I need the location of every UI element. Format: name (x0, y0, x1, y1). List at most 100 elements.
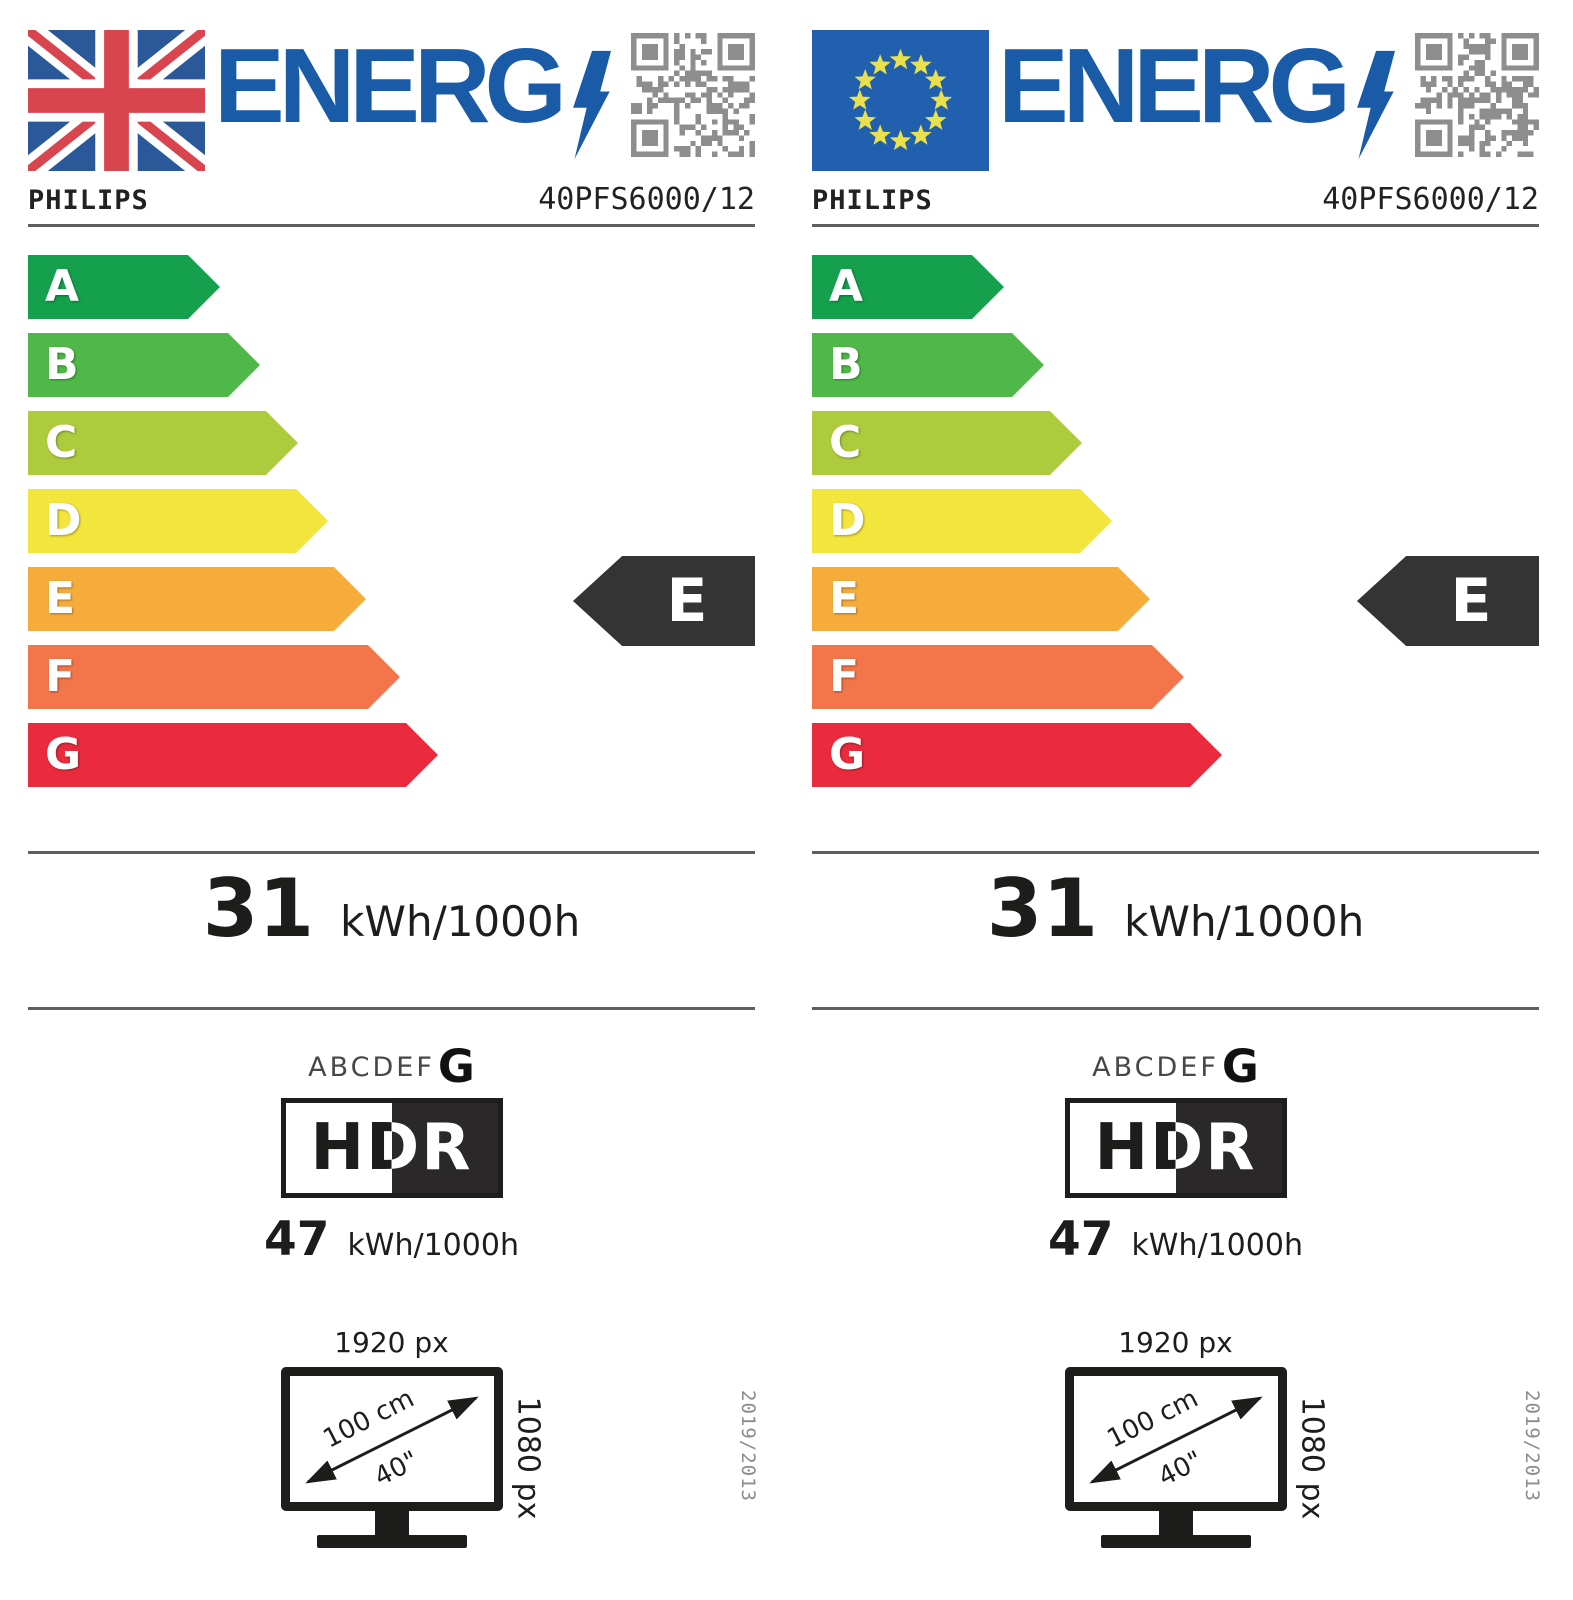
rating-cursor: E (1357, 556, 1539, 646)
energy-value: 31 (202, 862, 315, 955)
energy-label-uk: ENERG PHILIPS 40PFS6000/12 A B C D E F G… (28, 0, 759, 1600)
energy-label-eu: ENERG PHILIPS 40PFS6000/12 A B C D E F G… (812, 0, 1543, 1600)
tv-stand-base (316, 1535, 467, 1548)
diagonal-arrow-icon (304, 1396, 479, 1484)
regulation-reference: 2019/2013 (1521, 1390, 1543, 1502)
scale-bar-f: F (28, 645, 400, 709)
divider (812, 851, 1539, 854)
scale-letter: F (45, 651, 76, 702)
scale-letter: E (829, 573, 860, 624)
divider (28, 224, 755, 227)
scale-letter: D (829, 495, 866, 546)
rating-letter: E (1450, 566, 1492, 636)
hdr-logo-box: HDR HDR (1064, 1098, 1287, 1198)
scale-bar-g: G (812, 723, 1222, 787)
energ-logo: ENERG (998, 24, 1395, 162)
energy-unit: kWh/1000h (340, 897, 581, 946)
scale-bar-a: A (812, 255, 1004, 319)
scale-letter: D (45, 495, 82, 546)
eu-flag-icon (812, 30, 989, 171)
energy-consumption: 31 kWh/1000h (812, 862, 1539, 1002)
energ-logo: ENERG (214, 24, 611, 162)
screen-height-px: 1080 px (510, 1396, 546, 1519)
qr-code-icon (631, 33, 755, 157)
model-number: 40PFS6000/12 (1322, 182, 1539, 217)
energy-consumption: 31 kWh/1000h (28, 862, 755, 1002)
scale-bar-a: A (28, 255, 220, 319)
divider (28, 1007, 755, 1010)
qr-code-icon (1415, 33, 1539, 157)
scale-letter: C (829, 417, 862, 468)
scale-bar-d: D (812, 489, 1112, 553)
screen-height-px: 1080 px (1294, 1396, 1330, 1519)
hdr-energy-value: 47 (1048, 1212, 1114, 1267)
rating-scale: A B C D E F G (812, 255, 1232, 801)
scale-bar-g: G (28, 723, 438, 787)
scale-letter: A (829, 261, 864, 312)
sdr-scale-line: ABCDEFG (28, 1040, 755, 1093)
rating-letter: E (666, 566, 708, 636)
sdr-scale-selected: G (437, 1040, 475, 1093)
scale-letter: G (829, 729, 866, 780)
divider (28, 851, 755, 854)
tv-stand-base (1100, 1535, 1251, 1548)
brand-name: PHILIPS (28, 185, 149, 216)
brand-row: PHILIPS 40PFS6000/12 (28, 182, 755, 217)
hdr-energy-value: 47 (264, 1212, 330, 1267)
divider (812, 224, 1539, 227)
tv-stand-neck (1158, 1511, 1193, 1535)
diagonal-arrow-icon (1088, 1396, 1263, 1484)
energ-logo-text: ENERG (214, 27, 567, 145)
scale-letter: A (45, 261, 80, 312)
hdr-logo-text: HDR (286, 1103, 392, 1193)
lightning-bolt-icon (1357, 50, 1395, 160)
scale-bar-b: B (28, 333, 260, 397)
scale-letter: B (45, 339, 79, 390)
hdr-logo-text: HDR (310, 1111, 473, 1185)
energy-unit: kWh/1000h (1124, 897, 1365, 946)
scale-bar-b: B (812, 333, 1044, 397)
hdr-logo-box: HDR HDR (280, 1098, 503, 1198)
sdr-scale-prefix: ABCDEF (1092, 1052, 1219, 1083)
hdr-logo-text: HDR (1070, 1103, 1176, 1193)
rating-scale: A B C D E F G (28, 255, 448, 801)
tv-icon: 100 cm 40" 1080 px (280, 1367, 546, 1548)
scale-bar-c: C (28, 411, 298, 475)
divider (812, 1007, 1539, 1010)
hdr-energy-unit: kWh/1000h (347, 1228, 519, 1263)
brand-row: PHILIPS 40PFS6000/12 (812, 182, 1539, 217)
brand-name: PHILIPS (812, 185, 933, 216)
scale-bar-f: F (812, 645, 1184, 709)
scale-letter: G (45, 729, 82, 780)
scale-bar-e: E (28, 567, 366, 631)
tv-screen: 100 cm 40" (280, 1367, 503, 1511)
lightning-bolt-icon (573, 50, 611, 160)
scale-letter: B (829, 339, 863, 390)
energ-logo-text: ENERG (998, 27, 1351, 145)
scale-bar-e: E (812, 567, 1150, 631)
regulation-reference: 2019/2013 (737, 1390, 759, 1502)
tv-stand-neck (374, 1511, 409, 1535)
scale-letter: C (45, 417, 78, 468)
tv-screen: 100 cm 40" (1064, 1367, 1287, 1511)
screen-width-px: 1920 px (1118, 1326, 1233, 1359)
screen-size-diagram: 1920 px 100 cm 40" 1080 px (28, 1326, 755, 1548)
sdr-scale-line: ABCDEFG (812, 1040, 1539, 1093)
uk-flag-icon (28, 30, 205, 171)
scale-letter: E (45, 573, 76, 624)
sdr-scale-selected: G (1221, 1040, 1259, 1093)
scale-bar-d: D (28, 489, 328, 553)
scale-letter: F (829, 651, 860, 702)
hdr-energy-unit: kWh/1000h (1131, 1228, 1303, 1263)
hdr-logo-dark-half (1175, 1103, 1282, 1193)
hdr-consumption: 47 kWh/1000h (812, 1212, 1539, 1267)
sdr-scale-prefix: ABCDEF (308, 1052, 435, 1083)
energy-value: 31 (986, 862, 1099, 955)
model-number: 40PFS6000/12 (538, 182, 755, 217)
hdr-logo-text: HDR (1094, 1111, 1257, 1185)
screen-width-px: 1920 px (334, 1326, 449, 1359)
tv-icon: 100 cm 40" 1080 px (1064, 1367, 1330, 1548)
hdr-logo-dark-half (391, 1103, 498, 1193)
scale-bar-c: C (812, 411, 1082, 475)
screen-size-diagram: 1920 px 100 cm 40" 1080 px (812, 1326, 1539, 1548)
